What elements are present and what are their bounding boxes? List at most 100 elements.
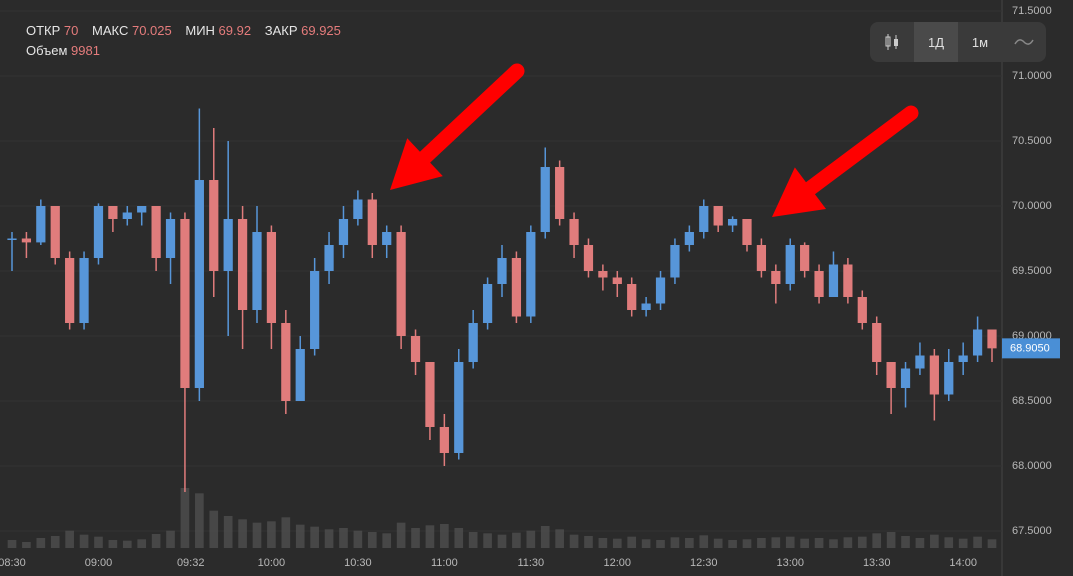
candle-body xyxy=(944,362,954,395)
volume-bar xyxy=(771,537,781,548)
volume-bar xyxy=(36,538,46,548)
candle-body xyxy=(670,245,680,278)
candle-body xyxy=(21,238,32,243)
candle-body xyxy=(468,323,478,362)
volume-bar xyxy=(685,538,694,548)
volume-bar xyxy=(180,488,190,548)
y-tick-label: 70.5000 xyxy=(1012,135,1052,147)
candle-mode-button[interactable] xyxy=(870,22,914,62)
ohlc-label: МИН xyxy=(185,23,215,38)
candle-body xyxy=(929,355,939,395)
x-tick-label: 09:00 xyxy=(85,557,113,569)
volume-bar xyxy=(973,536,982,548)
ohlc-value: 70.025 xyxy=(131,23,172,38)
volume-bar xyxy=(728,540,737,548)
candle-body xyxy=(353,199,363,219)
interval-button[interactable]: 1м xyxy=(971,34,989,50)
volume-bar xyxy=(310,526,319,548)
volume-bar xyxy=(195,493,204,548)
candle-body xyxy=(540,167,550,232)
volume-bar xyxy=(94,536,103,548)
volume-bar xyxy=(757,538,766,548)
candle-body xyxy=(684,232,694,245)
volume-bar xyxy=(814,538,824,548)
candle-body xyxy=(972,329,983,356)
volume-bar xyxy=(65,530,74,548)
volume-bar xyxy=(454,528,464,548)
y-tick-label: 67.5000 xyxy=(1012,525,1052,537)
candle-body xyxy=(65,258,75,323)
candle-body xyxy=(252,232,262,310)
period-button[interactable]: 1Д xyxy=(914,22,958,62)
volume-bar xyxy=(829,539,838,548)
volume-bar xyxy=(483,533,492,548)
arrow-shaft xyxy=(417,63,525,165)
volume-bar xyxy=(785,536,795,548)
volume-bar xyxy=(252,522,262,548)
volume-bar xyxy=(555,529,564,548)
candle-body xyxy=(886,362,896,388)
x-tick-label: 09:32 xyxy=(177,557,205,569)
volume-bar xyxy=(79,534,89,548)
candle-body xyxy=(699,206,709,232)
candle-body xyxy=(281,323,291,401)
candle-body xyxy=(137,206,147,213)
candle-body xyxy=(223,219,233,271)
volume-bar xyxy=(411,528,420,548)
candle-body xyxy=(497,258,507,284)
volume-bar xyxy=(699,535,709,548)
volume-bar xyxy=(223,516,233,548)
volume-label: Объем xyxy=(26,43,68,58)
ohlc-label: ЗАКР xyxy=(264,23,298,38)
volume-bar xyxy=(958,538,968,548)
candle-body xyxy=(814,271,824,297)
candle-body xyxy=(425,362,435,427)
candle-body xyxy=(50,206,60,258)
volume-bar xyxy=(598,538,608,548)
candle-body xyxy=(324,245,334,271)
volume-bar xyxy=(569,534,579,548)
candle-body xyxy=(958,355,968,362)
candle-body xyxy=(237,219,248,310)
y-tick-label: 71.0000 xyxy=(1012,70,1052,82)
volume-bar xyxy=(497,534,507,548)
volume-bar xyxy=(295,524,305,548)
candle-body xyxy=(987,329,997,349)
volume-bar xyxy=(930,534,939,548)
candle-body xyxy=(122,212,132,219)
candle-body xyxy=(771,271,781,284)
candle-body xyxy=(396,232,406,336)
candle-body xyxy=(382,232,392,245)
toolbar: 1Д 1м xyxy=(870,22,1046,62)
candle-body xyxy=(641,303,651,310)
candle-body xyxy=(36,206,46,243)
x-tick-label: 12:30 xyxy=(690,557,718,569)
line-mode-button[interactable] xyxy=(1002,22,1046,62)
candle-body xyxy=(727,219,738,226)
volume-bar xyxy=(151,534,161,548)
candle-body xyxy=(900,368,911,388)
candle-body xyxy=(612,277,622,284)
candle-body xyxy=(526,232,536,317)
arrow-head xyxy=(772,167,827,217)
candle-body xyxy=(209,180,219,271)
candle-icon xyxy=(885,34,898,50)
volume-bar xyxy=(584,536,593,548)
volume-bar xyxy=(382,533,392,548)
last-price-box xyxy=(1002,338,1060,359)
volume-bar xyxy=(267,521,276,548)
volume-bar xyxy=(137,539,147,548)
candle-body xyxy=(410,336,421,362)
volume-bar xyxy=(281,517,291,548)
volume-bar xyxy=(987,539,997,548)
volume-row: Объем 9981 xyxy=(26,41,351,61)
volume-bar xyxy=(396,522,406,548)
ohlc-value: 70 xyxy=(63,23,79,38)
candle-body xyxy=(295,349,305,401)
candle-body xyxy=(742,219,752,245)
candle-body xyxy=(79,258,89,323)
volume-bar xyxy=(238,519,247,548)
candle-body xyxy=(194,180,204,388)
volume-bar xyxy=(872,533,882,548)
